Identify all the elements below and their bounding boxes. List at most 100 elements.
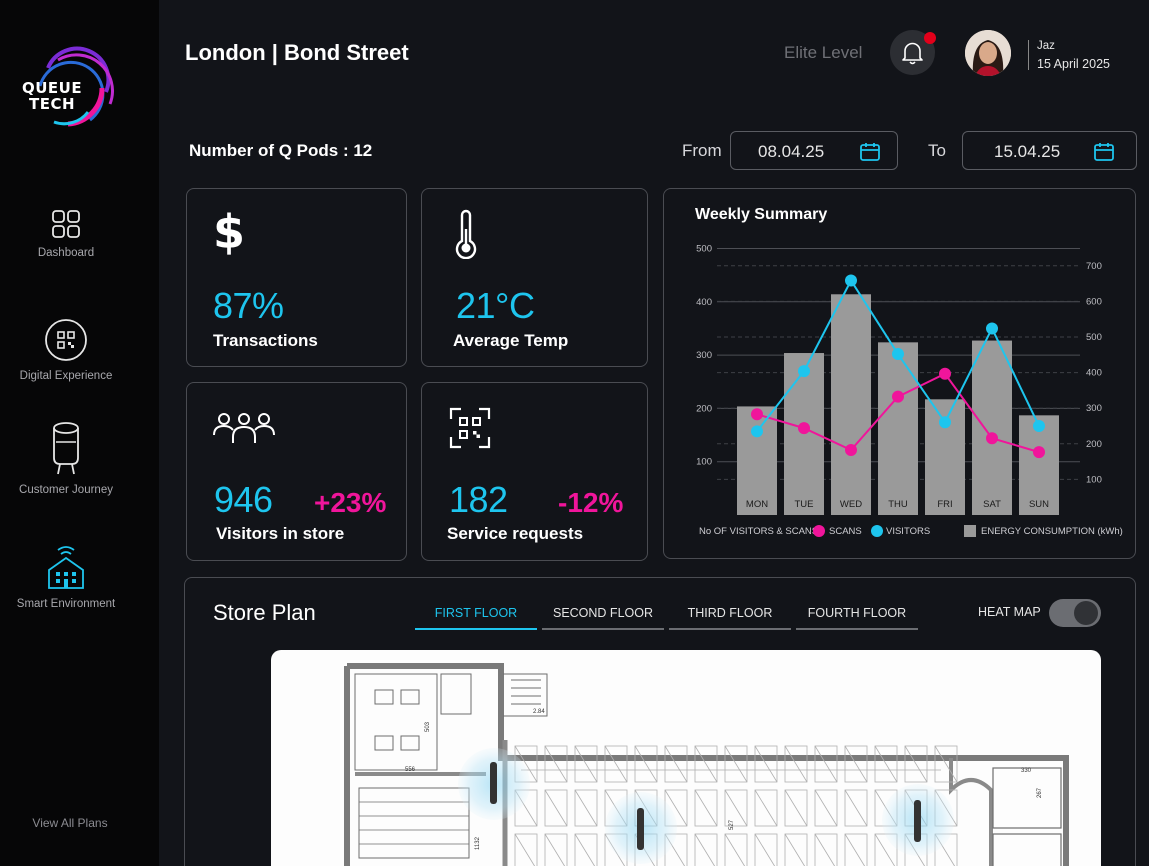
sidebar: QUEUE TECH Dashboard Digital Experience xyxy=(0,0,159,866)
plan-rack xyxy=(904,745,928,783)
plan-dim-5: 527 xyxy=(729,819,735,830)
plan-rack xyxy=(724,789,748,827)
plan-rack-diagonal xyxy=(604,745,628,783)
right-tick-label: 500 xyxy=(1086,332,1102,343)
visitors-value: 946 xyxy=(214,479,273,520)
left-tick-label: 100 xyxy=(696,457,712,468)
plan-rack xyxy=(514,833,538,866)
scans-point-tue xyxy=(798,422,810,435)
calendar-icon[interactable] xyxy=(1093,141,1115,163)
x-tick-label-sat: SAT xyxy=(983,499,1001,510)
left-tick-label: 500 xyxy=(696,244,712,255)
plan-rack-diagonal xyxy=(754,745,778,783)
plan-rack-diagonal xyxy=(934,745,958,783)
energy-bar-sat xyxy=(972,340,1012,515)
logo-line-2: TECH xyxy=(29,95,76,113)
plan-rack xyxy=(874,745,898,783)
to-date-field[interactable]: 15.04.25 xyxy=(962,131,1137,170)
sidebar-label-digital-experience: Digital Experience xyxy=(19,370,113,382)
plan-dim-1: 556 xyxy=(405,767,416,773)
plan-rack-diagonal xyxy=(784,833,806,866)
x-tick-label-wed: WED xyxy=(840,499,862,510)
plan-rack-diagonal xyxy=(514,833,536,866)
legend-energy-swatch xyxy=(964,525,976,537)
user-avatar[interactable] xyxy=(965,30,1011,76)
calendar-icon[interactable] xyxy=(859,141,881,163)
plan-rack xyxy=(784,745,808,783)
plan-rack xyxy=(634,745,658,783)
visitors-point-wed xyxy=(845,274,857,287)
right-tick-label: 300 xyxy=(1086,403,1102,414)
plan-dim-4: 267 xyxy=(1037,787,1043,798)
weekly-summary-card: Weekly Summary 100 200 300 400 500 100 200 300 4… xyxy=(663,188,1136,559)
plan-rack-diagonal xyxy=(844,833,866,866)
visitors-delta: +23% xyxy=(314,487,387,518)
plan-rack xyxy=(754,789,778,827)
chart-bars xyxy=(737,294,1059,515)
plan-rack xyxy=(784,789,808,827)
view-all-plans-link[interactable]: View All Plans xyxy=(32,816,108,830)
tab-fourth-floor[interactable]: FOURTH FLOOR xyxy=(796,606,918,630)
plan-rack-diagonal xyxy=(544,789,568,827)
notifications-button[interactable] xyxy=(890,30,936,75)
from-date-value: 08.04.25 xyxy=(758,142,825,161)
transactions-label: Transactions xyxy=(213,331,318,350)
energy-bar-wed xyxy=(831,294,871,515)
plan-rack-diagonal xyxy=(874,833,896,866)
service-requests-delta: -12% xyxy=(558,487,624,518)
to-date-value: 15.04.25 xyxy=(994,142,1061,161)
plan-rack-diagonal xyxy=(814,789,838,827)
smart-building-icon xyxy=(48,546,84,589)
sidebar-item-digital-experience[interactable]: Digital Experience xyxy=(0,318,132,382)
tab-second-floor[interactable]: SECOND FLOOR xyxy=(542,606,664,630)
chart-title: Weekly Summary xyxy=(695,206,827,223)
qr-code-icon xyxy=(45,319,87,361)
x-tick-label-fri: FRI xyxy=(937,499,952,510)
plan-rack-diagonal xyxy=(844,745,868,783)
sidebar-label-smart-environment: Smart Environment xyxy=(16,598,116,610)
plan-rack-diagonal xyxy=(544,833,566,866)
sidebar-item-smart-environment[interactable]: Smart Environment xyxy=(0,544,132,610)
plan-rack xyxy=(574,789,598,827)
plan-rack xyxy=(844,833,868,866)
plan-rack-diagonal xyxy=(664,789,688,827)
floor-plan[interactable]: 503 556 2.84 330 267 527 1132 xyxy=(271,650,1101,866)
left-tick-label: 400 xyxy=(696,297,712,308)
scans-point-mon xyxy=(751,408,763,421)
plan-rack xyxy=(544,833,568,866)
tab-first-floor[interactable]: FIRST FLOOR xyxy=(415,606,537,630)
from-date-field[interactable]: 08.04.25 xyxy=(730,131,898,170)
from-label: From xyxy=(682,141,722,160)
dollar-icon: $ xyxy=(213,205,246,259)
sidebar-item-dashboard[interactable]: Dashboard xyxy=(0,209,132,259)
plan-rack xyxy=(694,789,718,827)
user-name: Jaz xyxy=(1037,40,1055,52)
plan-rack-diagonal xyxy=(814,833,836,866)
scans-point-thu xyxy=(892,390,904,403)
plan-rack-diagonal xyxy=(574,789,598,827)
logo-line-1: QUEUE xyxy=(22,79,83,97)
tab-third-floor[interactable]: THIRD FLOOR xyxy=(669,606,791,630)
sidebar-item-customer-journey[interactable]: Customer Journey xyxy=(0,420,132,496)
notification-dot xyxy=(924,32,936,44)
heat-map-label: HEAT MAP xyxy=(978,605,1041,619)
plan-rack-diagonal xyxy=(514,745,538,783)
x-tick-label-tue: TUE xyxy=(795,499,814,510)
plan-rack xyxy=(544,745,568,783)
legend-prefix: No OF VISITORS & SCANS xyxy=(699,526,818,537)
plan-rack xyxy=(814,745,838,783)
plan-rack xyxy=(544,789,568,827)
visitors-point-sat xyxy=(986,322,998,335)
plan-rack xyxy=(814,789,838,827)
plan-rack-diagonal xyxy=(664,745,688,783)
heat-map-toggle[interactable] xyxy=(1049,599,1101,627)
plan-rack xyxy=(574,745,598,783)
scans-point-wed xyxy=(845,443,857,456)
temperature-label: Average Temp xyxy=(453,331,569,350)
plan-dim-6: 1132 xyxy=(475,836,481,850)
plan-rack-diagonal xyxy=(694,789,718,827)
thermometer-icon xyxy=(455,209,477,259)
membership-level: Elite Level xyxy=(784,43,863,62)
plan-rack-diagonal xyxy=(724,789,748,827)
